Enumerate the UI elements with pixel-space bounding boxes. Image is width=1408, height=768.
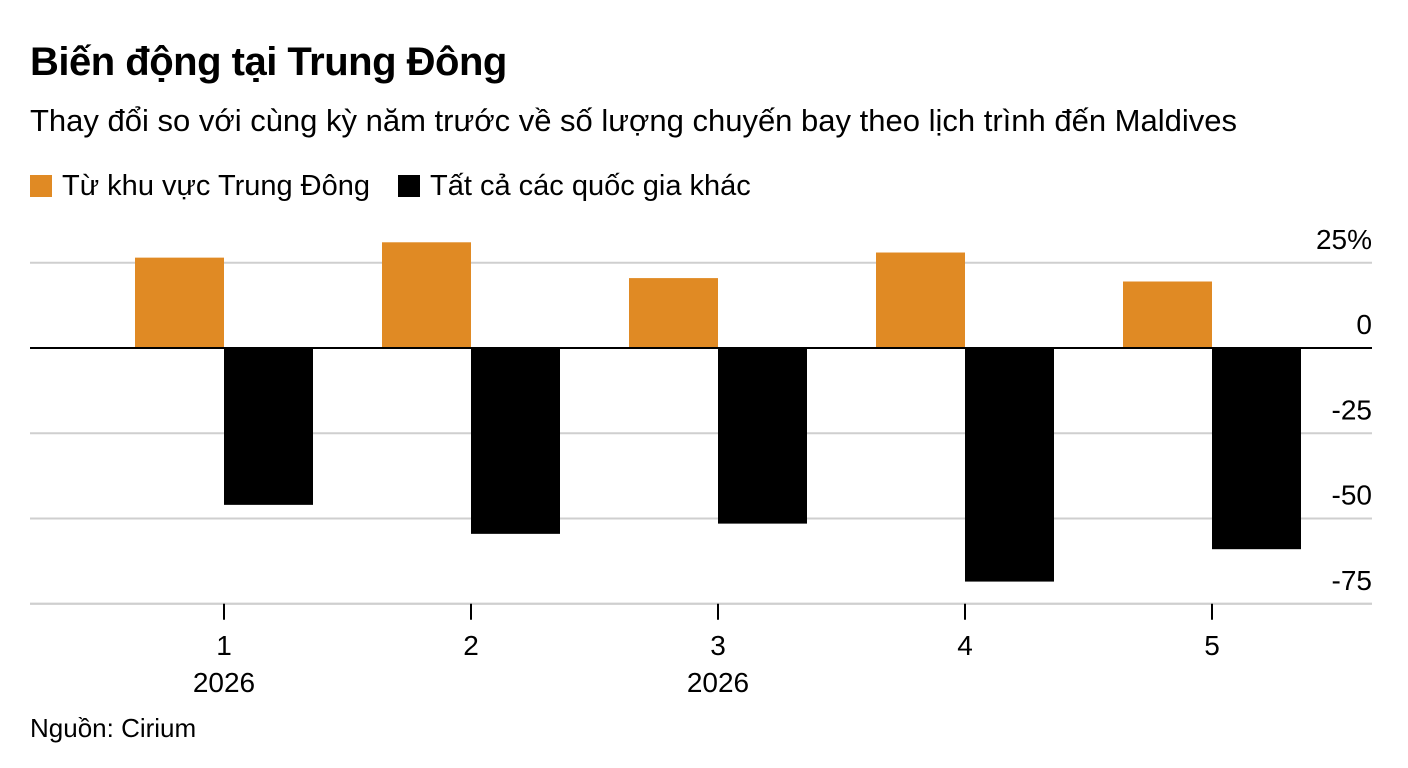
bar-middle-east <box>1123 281 1212 348</box>
x-tick-label: 4 <box>957 630 973 661</box>
y-tick-label: -25 <box>1332 394 1372 425</box>
legend-label-other-countries: Tất cả các quốc gia khác <box>430 169 751 202</box>
x-tick-year-label: 2026 <box>193 667 255 698</box>
x-tick-year-label: 2026 <box>687 667 749 698</box>
bar-other-countries <box>965 348 1054 582</box>
bar-other-countries <box>224 348 313 505</box>
x-tick-label: 2 <box>463 630 479 661</box>
legend-item-middle-east: Từ khu vực Trung Đông <box>30 170 370 203</box>
chart-legend: Từ khu vực Trung Đông Tất cả các quốc gi… <box>30 168 779 204</box>
bar-other-countries <box>471 348 560 534</box>
y-tick-label: 0 <box>1356 309 1372 340</box>
x-tick-label: 5 <box>1204 630 1220 661</box>
y-tick-label: 25% <box>1316 224 1372 255</box>
bar-other-countries <box>718 348 807 524</box>
legend-swatch-other-countries <box>398 175 421 197</box>
bar-other-countries <box>1212 348 1301 550</box>
bar-middle-east <box>135 257 224 348</box>
chart-title: Biến động tại Trung Đông <box>30 40 507 84</box>
y-tick-label: -75 <box>1332 565 1372 596</box>
x-tick-label: 1 <box>216 630 232 661</box>
legend-swatch-middle-east <box>30 175 52 197</box>
source-note: Nguồn: Cirium <box>30 713 197 743</box>
x-tick-label: 3 <box>710 630 726 661</box>
chart-subtitle: Thay đổi so với cùng kỳ năm trước về số … <box>30 103 1238 138</box>
bar-middle-east <box>382 242 471 348</box>
y-tick-label: -50 <box>1332 480 1372 511</box>
legend-item-other-countries: Tất cả các quốc gia khác <box>398 170 751 203</box>
bar-middle-east <box>629 278 718 348</box>
bar-middle-east <box>876 252 965 348</box>
legend-label-middle-east: Từ khu vực Trung Đông <box>62 169 371 202</box>
